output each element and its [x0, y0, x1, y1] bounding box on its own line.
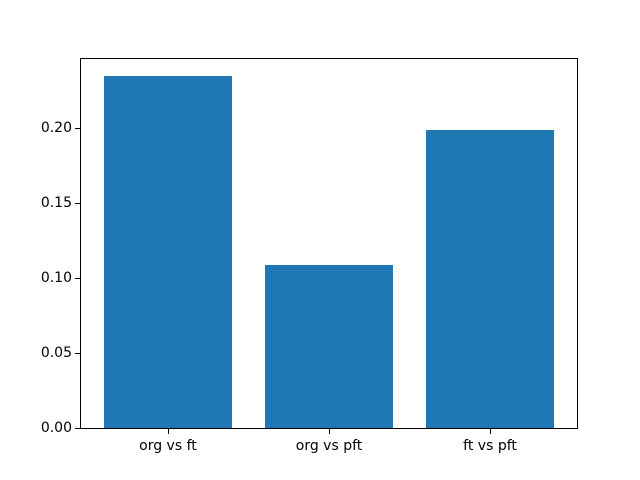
y-tick-mark	[75, 127, 80, 129]
plot-area: 0.00 0.05 0.10 0.15 0.20 org vs ft org vs pft…	[41, 58, 578, 454]
y-tick-mark	[75, 202, 80, 204]
x-tick-label-ft-vs-pft: ft vs pft	[463, 438, 517, 454]
x-tick-mark	[490, 429, 492, 434]
bar-org-vs-ft	[103, 76, 233, 428]
x-tick-mark	[167, 429, 169, 434]
y-tick-label-0.05: 0.05	[40, 345, 72, 362]
y-tick-label-0.15: 0.15	[40, 195, 72, 212]
y-tick-mark	[75, 427, 80, 429]
y-tick-label-0.10: 0.10	[40, 270, 72, 287]
x-tick-mark	[329, 429, 330, 434]
y-tick-label-0.20: 0.20	[40, 120, 72, 137]
bar-org-vs-pft	[264, 264, 394, 428]
y-tick-mark	[75, 277, 80, 279]
x-tick-label-org-vs-pft: org vs pft	[295, 438, 363, 454]
x-tick-label-org-vs-ft: org vs ft	[139, 438, 197, 454]
y-tick-mark	[75, 352, 80, 354]
bar-ft-vs-pft	[425, 130, 555, 428]
y-tick-label-0.00: 0.00	[40, 420, 72, 436]
